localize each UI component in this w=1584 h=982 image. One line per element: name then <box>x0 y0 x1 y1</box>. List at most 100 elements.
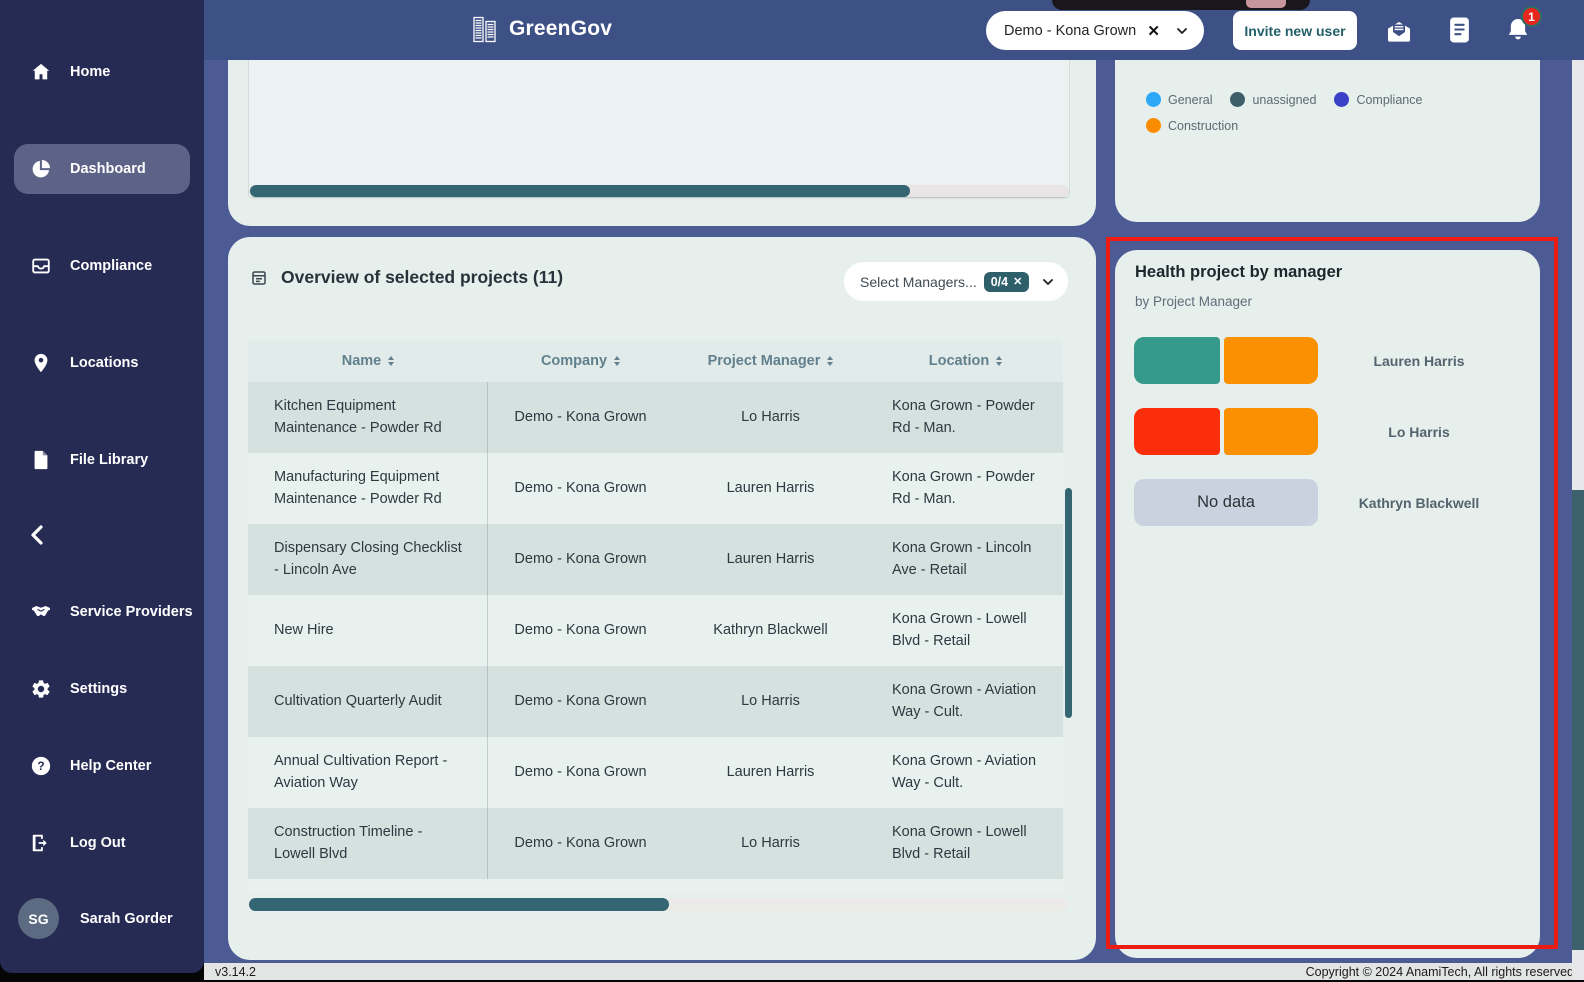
logout-icon <box>30 832 52 854</box>
sidebar-item-help-center[interactable]: ? Help Center <box>14 741 190 791</box>
sidebar-item-log-out[interactable]: Log Out <box>14 818 190 868</box>
column-header-company[interactable]: Company <box>488 340 673 382</box>
card-header: Overview of selected projects (11) <box>250 267 563 288</box>
legend-label: unassigned <box>1252 92 1317 107</box>
sidebar-item-dashboard[interactable]: Dashboard <box>14 144 190 194</box>
selection-count: 0/4 <box>990 274 1009 289</box>
sidebar-item-settings[interactable]: Settings <box>14 664 190 714</box>
page-scrollbar[interactable] <box>1572 60 1584 980</box>
toast-remnant-accent <box>1246 0 1286 8</box>
manager-label: Kathryn Blackwell <box>1358 494 1480 511</box>
notifications-badge: 1 <box>1521 6 1542 27</box>
table-row[interactable]: New Hire Demo - Kona Grown Kathryn Blackwe… <box>248 595 1063 666</box>
health-row-lo-harris: Lo Harris <box>1115 408 1540 455</box>
health-row-lauren-harris: Lauren Harris <box>1115 337 1540 384</box>
invite-new-user-button[interactable]: Invite new user <box>1233 11 1357 50</box>
notes-icon[interactable] <box>1447 15 1472 45</box>
select-managers-dropdown[interactable]: Select Managers... 0/4 ✕ <box>844 262 1068 301</box>
scrollbar-thumb[interactable] <box>250 185 910 197</box>
cell-name: Manufacturing Equipment Maintenance - Po… <box>248 453 488 524</box>
chevron-down-icon[interactable] <box>1040 274 1056 290</box>
company-select[interactable]: Demo - Kona Grown ✕ <box>986 11 1204 50</box>
cell-location: Kona Grown - Powder Rd - Man. <box>892 398 1035 436</box>
user-profile[interactable]: SG Sarah Gorder <box>18 898 173 939</box>
cell-project-manager: Lauren Harris <box>726 763 815 780</box>
column-label: Company <box>540 353 608 369</box>
sidebar-item-service-providers[interactable]: Service Providers <box>14 587 193 637</box>
cell-location: Kona Grown - Aviation Way - Cult. <box>892 753 1037 791</box>
health-row-kathryn-blackwell: No data Kathryn Blackwell <box>1115 479 1540 526</box>
chart-legend: General unassigned Compliance Construction <box>1146 92 1516 133</box>
health-bar-segment <box>1134 408 1221 455</box>
horizontal-scrollbar[interactable] <box>250 185 1068 197</box>
selection-count-badge: 0/4 ✕ <box>983 271 1030 292</box>
sort-icon <box>614 356 621 366</box>
legend-card: General unassigned Compliance Construction <box>1115 60 1540 222</box>
legend-color-dot <box>1146 92 1161 107</box>
chevron-down-icon[interactable] <box>1174 23 1190 39</box>
table-row[interactable]: Annual Cultivation Report - Aviation Way… <box>248 737 1063 808</box>
card-title: Overview of selected projects (11) <box>281 267 564 287</box>
cell-company: Demo - Kona Grown <box>514 692 647 709</box>
table-row[interactable]: Manufacturing Equipment Maintenance - Po… <box>248 453 1063 524</box>
table-horizontal-scrollbar[interactable] <box>248 898 1068 911</box>
clear-selection-icon[interactable]: ✕ <box>1013 276 1023 288</box>
sort-icon <box>388 356 395 366</box>
page-scrollbar-thumb[interactable] <box>1572 490 1584 950</box>
legend-item-compliance[interactable]: Compliance <box>1334 92 1422 107</box>
legend-label: General <box>1168 92 1213 107</box>
sidebar-collapse-button[interactable] <box>26 518 50 552</box>
select-managers-placeholder: Select Managers... <box>860 273 977 290</box>
table-vertical-scrollbar-thumb[interactable] <box>1065 488 1072 718</box>
sidebar-item-locations[interactable]: Locations <box>14 338 190 388</box>
table-row[interactable]: Construction Timeline - Lowell Blvd Demo … <box>248 808 1063 879</box>
user-name: Sarah Gorder <box>80 910 173 927</box>
file-library-icon <box>30 449 52 471</box>
cell-project-manager: Lauren Harris <box>726 479 815 496</box>
health-by-manager-card: Health project by manager by Project Man… <box>1115 250 1540 958</box>
manager-label: Lo Harris <box>1388 423 1450 440</box>
cell-project-manager: Kathryn Blackwell <box>713 621 828 638</box>
manager-label: Lauren Harris <box>1373 352 1465 369</box>
sort-icon <box>996 356 1003 366</box>
home-icon <box>30 61 52 83</box>
table-row-partial <box>248 879 1063 893</box>
table-row[interactable]: Dispensary Closing Checklist - Lincoln A… <box>248 524 1063 595</box>
sidebar-item-file-library[interactable]: File Library <box>14 435 190 485</box>
column-header-location[interactable]: Location <box>868 340 1063 382</box>
sidebar-item-label: Service Providers <box>70 604 193 620</box>
brand-name: GreenGov <box>509 17 613 40</box>
clear-company-icon[interactable]: ✕ <box>1147 22 1160 40</box>
compliance-icon <box>30 255 52 277</box>
sidebar-item-label: Settings <box>70 681 128 697</box>
cell-company: Demo - Kona Grown <box>514 834 647 851</box>
column-header-project-manager[interactable]: Project Manager <box>673 340 868 382</box>
cell-name: Cultivation Quarterly Audit <box>248 666 488 737</box>
table-row[interactable]: Kitchen Equipment Maintenance - Powder R… <box>248 382 1063 453</box>
column-label: Name <box>341 353 382 369</box>
column-label: Location <box>928 353 990 369</box>
legend-item-construction[interactable]: Construction <box>1146 118 1238 133</box>
avatar: SG <box>18 898 59 939</box>
top-header: GreenGov <box>204 0 1584 60</box>
toast-remnant <box>1052 0 1310 10</box>
legend-item-general[interactable]: General <box>1146 92 1212 107</box>
health-bar-segment <box>1224 337 1318 384</box>
brand: GreenGov <box>470 14 612 44</box>
projects-table: Name Company Project Manager Location Kitch… <box>248 340 1063 893</box>
legend-item-unassigned[interactable]: unassigned <box>1230 92 1316 107</box>
cell-project-manager: Lo Harris <box>741 692 800 709</box>
sidebar-item-home[interactable]: Home <box>14 47 190 97</box>
cell-location: Kona Grown - Powder Rd - Man. <box>892 469 1035 507</box>
report-icon <box>250 269 268 287</box>
mail-icon[interactable] <box>1385 17 1413 45</box>
sidebar-item-compliance[interactable]: Compliance <box>14 241 190 291</box>
service-providers-icon <box>30 601 52 623</box>
card-subtitle: by Project Manager <box>1135 294 1253 309</box>
table-row[interactable]: Cultivation Quarterly Audit Demo - Kona G… <box>248 666 1063 737</box>
locations-icon <box>30 352 52 374</box>
column-header-name[interactable]: Name <box>248 340 488 382</box>
scrollbar-thumb[interactable] <box>249 898 669 911</box>
cell-name: Kitchen Equipment Maintenance - Powder R… <box>248 382 488 453</box>
sidebar-item-label: Locations <box>70 355 139 371</box>
